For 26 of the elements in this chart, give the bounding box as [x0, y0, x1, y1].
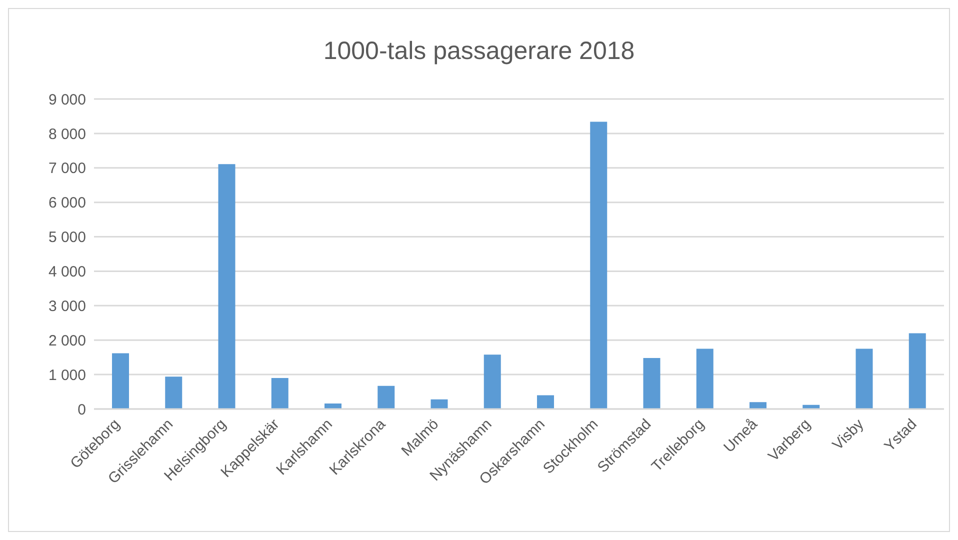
y-tick-label: 3 000 [48, 298, 86, 315]
y-tick-label: 6 000 [48, 194, 86, 212]
y-tick-label: 8 000 [48, 126, 86, 143]
bar [484, 354, 501, 409]
chart-title: 1000-tals passagerare 2018 [322, 37, 636, 66]
y-tick-label: 2 000 [48, 332, 86, 350]
bar [908, 333, 926, 409]
bar [430, 399, 448, 409]
bar [271, 378, 288, 409]
y-tick-label: 5 000 [48, 229, 86, 246]
bar [643, 358, 660, 409]
y-tick-label: 0 [78, 401, 86, 418]
bar [112, 353, 129, 409]
y-tick-label: 9 000 [48, 91, 86, 108]
bar [218, 164, 236, 409]
bar [590, 122, 608, 409]
bar [537, 395, 554, 409]
y-tick-label: 1 000 [48, 366, 86, 384]
bar [696, 348, 714, 409]
bar [750, 402, 766, 409]
bar [165, 376, 182, 409]
bar [856, 348, 873, 409]
bar [324, 403, 342, 409]
bar [378, 386, 395, 409]
y-tick-label: 4 000 [48, 264, 86, 281]
y-tick-label: 7 000 [48, 160, 86, 178]
